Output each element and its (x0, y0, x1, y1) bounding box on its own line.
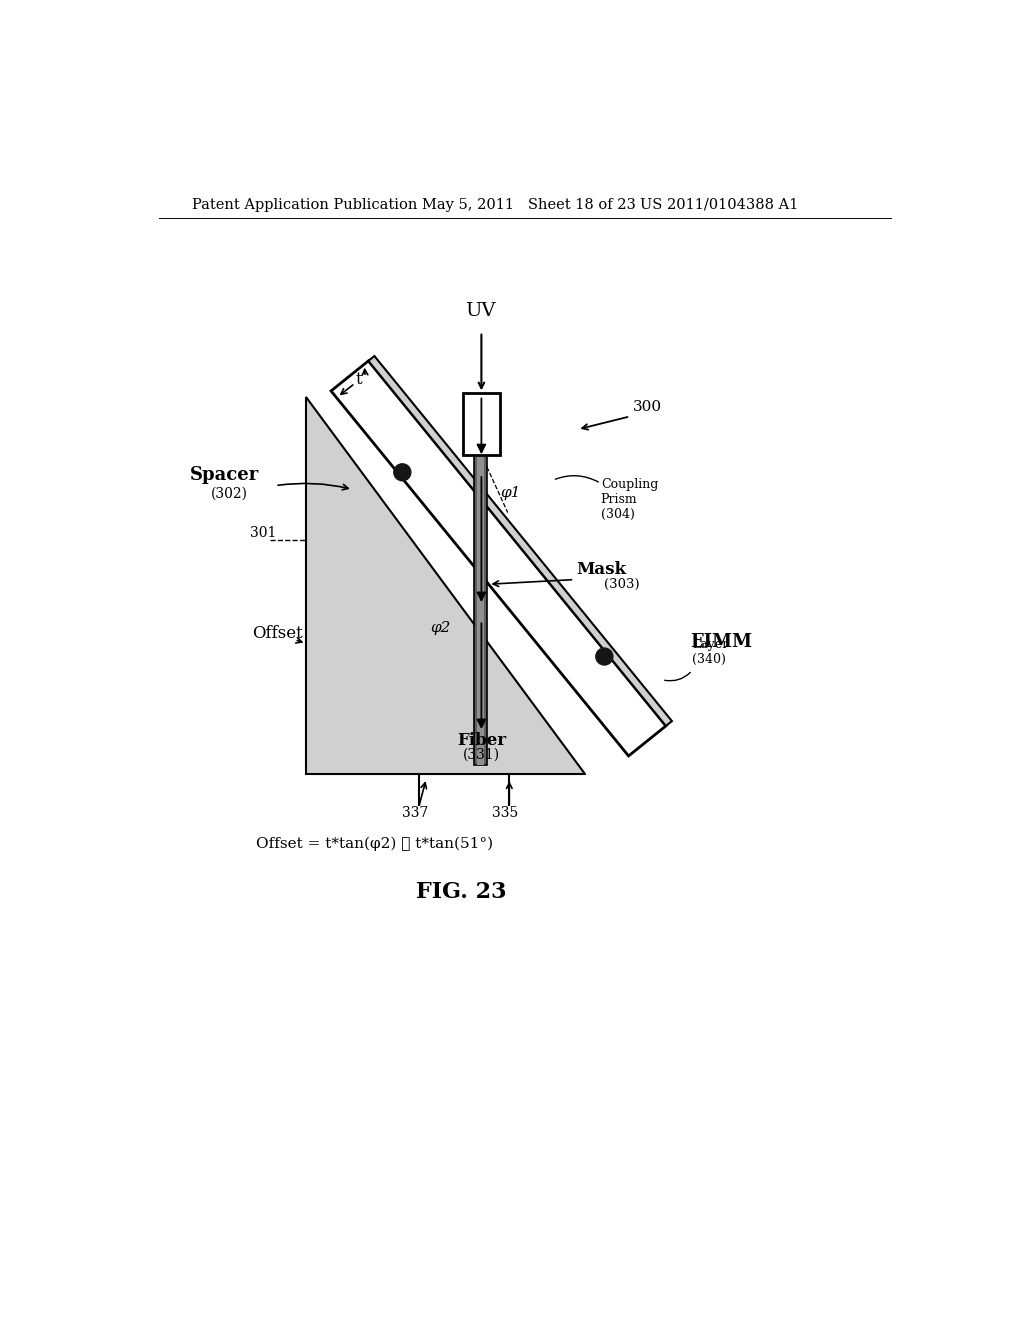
Text: 301: 301 (251, 527, 276, 540)
Text: (331): (331) (463, 748, 500, 762)
Text: Patent Application Publication: Patent Application Publication (191, 198, 417, 211)
Bar (463, 393, 500, 455)
Text: (303): (303) (604, 578, 639, 591)
Polygon shape (474, 455, 486, 766)
Text: UV: UV (465, 302, 495, 321)
Text: 335: 335 (493, 805, 518, 820)
Polygon shape (331, 360, 666, 756)
Text: Spacer: Spacer (190, 466, 259, 484)
Text: EIMM: EIMM (690, 634, 752, 651)
Text: US 2011/0104388 A1: US 2011/0104388 A1 (640, 198, 798, 211)
Text: Fiber: Fiber (457, 733, 506, 750)
Text: 300: 300 (633, 400, 663, 414)
Polygon shape (306, 397, 586, 775)
Text: Mask: Mask (575, 561, 626, 578)
Circle shape (596, 648, 613, 665)
Text: (302): (302) (211, 486, 248, 500)
Text: t: t (355, 371, 362, 388)
Polygon shape (369, 356, 672, 726)
Text: Layer
(340): Layer (340) (692, 638, 728, 665)
Text: 337: 337 (401, 805, 428, 820)
Text: FIG. 23: FIG. 23 (416, 880, 507, 903)
Text: Offset = t*tan(φ2) ≅ t*tan(51°): Offset = t*tan(φ2) ≅ t*tan(51°) (256, 836, 493, 850)
Circle shape (394, 463, 411, 480)
Polygon shape (477, 455, 483, 766)
Text: May 5, 2011   Sheet 18 of 23: May 5, 2011 Sheet 18 of 23 (423, 198, 636, 211)
Text: Coupling
Prism
(304): Coupling Prism (304) (601, 478, 658, 521)
Text: φ2: φ2 (430, 620, 451, 635)
Text: Offset: Offset (252, 626, 303, 642)
Text: φ1: φ1 (500, 486, 520, 500)
